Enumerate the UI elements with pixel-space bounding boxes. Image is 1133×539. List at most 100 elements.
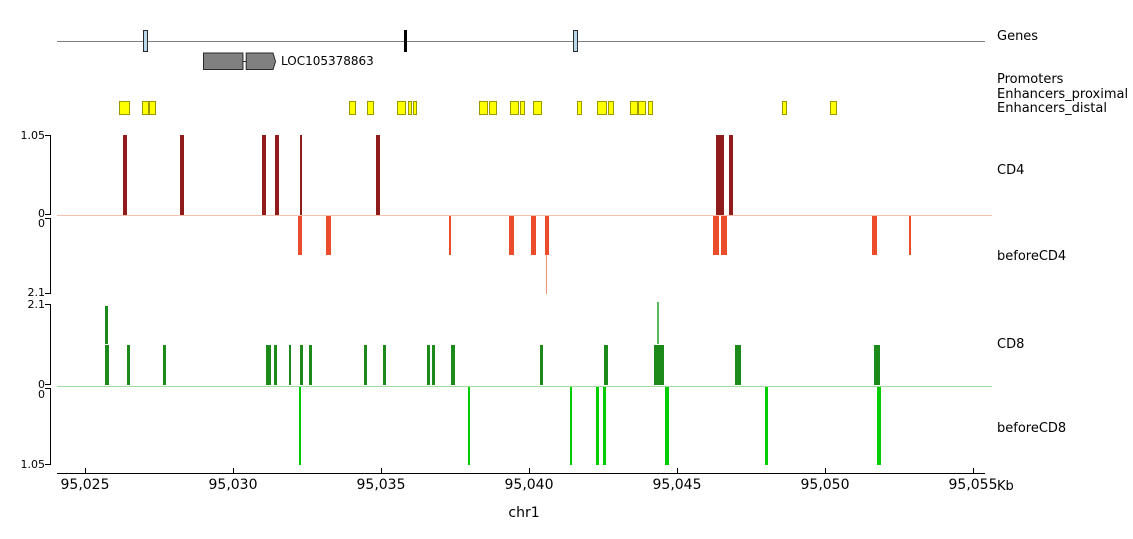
- before-cd8-bar: [877, 387, 881, 465]
- enhancer-distal-box: [367, 101, 374, 115]
- track-label-enhancers-proximal: Enhancers_proximal: [997, 87, 1129, 102]
- enhancer-distal-box: [407, 101, 413, 115]
- enhancer-distal-box: [488, 101, 498, 115]
- before-cd4-bar: [297, 216, 303, 255]
- before-cd4-y-axis-tick: [45, 218, 51, 219]
- cd8-bar: [274, 344, 278, 385]
- before-cd4-ymax-label: 2.1: [27, 286, 46, 299]
- cd8-bar: [265, 344, 271, 385]
- cd4-y-axis-tick: [45, 135, 51, 136]
- before-cd8-ymax-label: 1.05: [20, 458, 46, 471]
- cd8-bar: [163, 344, 166, 385]
- chromosome-label: chr1: [508, 505, 540, 521]
- enhancer-distal-box: [638, 101, 646, 115]
- cd4-bar: [275, 135, 279, 215]
- cd8-ymin-label: 0: [38, 378, 45, 391]
- enhancer-distal-box: [149, 101, 157, 115]
- cd8-bar: [653, 344, 664, 385]
- cd4-bar: [122, 135, 128, 215]
- cd8-y-axis: [50, 304, 51, 384]
- x-tick-label: 95,030: [208, 477, 258, 493]
- before-cd4-bar: [326, 216, 331, 255]
- x-axis-tick: [233, 468, 235, 473]
- x-tick-label: 95,050: [800, 477, 850, 493]
- track-label-before-cd4: beforeCD4: [997, 249, 1067, 264]
- enhancer-distal-box: [478, 101, 488, 115]
- x-tick-label: 95,040: [504, 477, 554, 493]
- x-tick-label: 95,045: [652, 477, 702, 493]
- cd8-bar: [308, 344, 313, 385]
- cd8-bar: [539, 344, 544, 385]
- enhancer-distal-box: [142, 101, 149, 115]
- cd8-bar: [735, 344, 741, 385]
- x-axis-tick: [85, 468, 87, 473]
- cd4-bar: [261, 135, 267, 215]
- cd8-y-axis-tick: [45, 304, 51, 305]
- before-cd8-y-axis: [50, 388, 51, 464]
- before-cd8-bar: [299, 387, 302, 465]
- cd4-bar: [180, 135, 185, 215]
- before-cd8-bar: [570, 387, 572, 465]
- x-axis-tick: [381, 468, 383, 473]
- before-cd8-bar: [603, 387, 606, 465]
- cd4-zero-baseline: [57, 215, 992, 216]
- gene-body-glyph: [203, 52, 277, 70]
- enhancer-distal-box: [607, 101, 615, 115]
- before-cd4-bar: [544, 216, 550, 255]
- cd4-bar: [729, 135, 733, 215]
- cd4-ymax-label: 1.05: [20, 129, 46, 142]
- cd8-bar: [127, 344, 130, 385]
- before-cd4-y-axis: [50, 218, 51, 293]
- gene-tick-black: [404, 30, 407, 52]
- before-cd8-y-axis-tick: [45, 464, 51, 465]
- cd8-bar: [299, 344, 304, 385]
- track-label-enhancers-distal: Enhancers_distal: [997, 101, 1107, 116]
- cd8-bar: [431, 344, 436, 385]
- enhancer-distal-box: [597, 101, 608, 115]
- before-cd4-bar: [872, 216, 878, 255]
- cd8-ymax-label: 2.1: [27, 298, 46, 311]
- gene-name-label: LOC105378863: [281, 54, 374, 68]
- x-tick-label: 95,035: [356, 477, 406, 493]
- before-cd4-bar: [449, 216, 452, 255]
- cd8-bar: [603, 344, 609, 385]
- x-tick-label: 95,055: [948, 477, 998, 493]
- gene-exon-blue: [573, 30, 579, 52]
- cd8-bar: [426, 344, 431, 385]
- genes-axis-line: [56, 41, 985, 42]
- gene-exon-blue: [143, 30, 149, 52]
- before-cd8-bar: [468, 387, 471, 465]
- before-cd4-bar: [721, 216, 727, 255]
- cd8-zero-baseline: [57, 386, 992, 387]
- cd4-y-axis-tick: [45, 214, 51, 215]
- x-axis-line: [57, 473, 985, 475]
- cd8-bar: [288, 344, 291, 385]
- enhancer-distal-box: [830, 101, 837, 115]
- x-tick-label: 95,025: [60, 477, 110, 493]
- track-label-cd4: CD4: [997, 163, 1025, 178]
- cd8-bar: [382, 344, 386, 385]
- cd8-bar: [874, 344, 880, 385]
- before-cd8-bar: [764, 387, 768, 465]
- cd8-spike: [657, 302, 659, 345]
- enhancer-distal-box: [348, 101, 357, 115]
- before-cd4-bar: [509, 216, 514, 255]
- before-cd4-bar: [531, 216, 536, 255]
- before-cd8-ymin-label: 0: [38, 388, 45, 401]
- track-label-before-cd8: beforeCD8: [997, 421, 1067, 436]
- before-cd8-y-axis-tick: [45, 388, 51, 389]
- cd8-spike: [105, 305, 108, 345]
- track-label-cd8: CD8: [997, 337, 1025, 352]
- before-cd4-spike: [546, 255, 548, 294]
- cd8-bar: [104, 344, 109, 385]
- x-axis-tick: [825, 468, 827, 473]
- x-axis-tick: [973, 468, 975, 473]
- cd8-bar: [364, 344, 368, 385]
- cd4-bar: [375, 135, 381, 215]
- x-axis-unit-label: Kb: [997, 479, 1014, 494]
- x-axis-tick: [677, 468, 679, 473]
- before-cd4-bar: [909, 216, 912, 255]
- track-label-genes: Genes: [997, 29, 1039, 44]
- cd4-bar: [716, 135, 724, 215]
